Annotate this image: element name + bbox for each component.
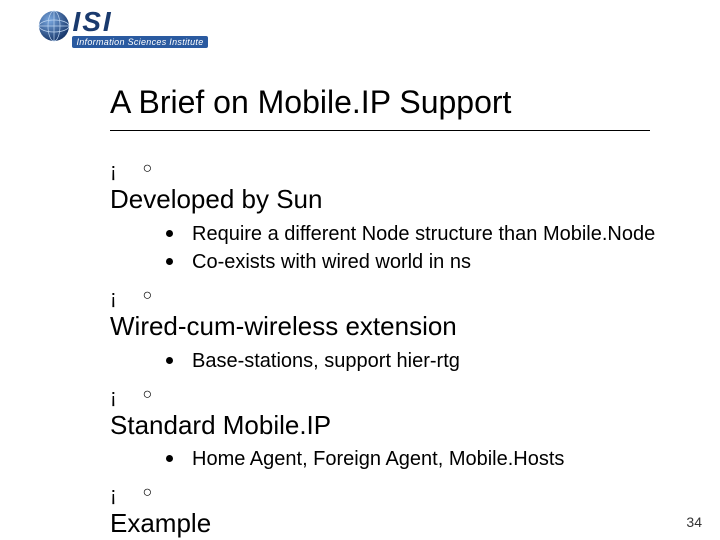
bullet-item-1: ○ Wired-cum-wireless extension Base-stat… [110, 287, 670, 374]
sub-bullet-list: Require a different Node structure than … [166, 221, 670, 275]
open-circle-icon: ○ [142, 386, 168, 404]
slide-title: A Brief on Mobile.IP Support [110, 84, 511, 121]
sub-bullet-text: Require a different Node structure than … [192, 223, 655, 245]
bullet-list: ○ Developed by Sun Require a different N… [110, 160, 670, 540]
sub-bullet-text: Base-stations, support hier-rtg [192, 350, 460, 372]
sub-bullet-list: Base-stations, support hier-rtg [166, 348, 670, 374]
logo-text-block: ISI Information Sciences Institute [72, 8, 207, 48]
sub-bullet-item: Home Agent, Foreign Agent, Mobile.Hosts [166, 446, 670, 472]
bullet-label: Developed by Sun [110, 183, 610, 217]
bullet-label: Wired-cum-wireless extension [110, 310, 610, 344]
sub-bullet-text: Co-exists with wired world in ns [192, 251, 471, 273]
title-underline [110, 130, 650, 131]
open-circle-icon: ○ [142, 160, 168, 178]
bullet-label: Standard Mobile.IP [110, 409, 610, 443]
bullet-item-2: ○ Standard Mobile.IP Home Agent, Foreign… [110, 386, 670, 473]
bullet-item-0: ○ Developed by Sun Require a different N… [110, 160, 670, 275]
slide-content: ○ Developed by Sun Require a different N… [110, 160, 670, 540]
sub-bullet-list: Home Agent, Foreign Agent, Mobile.Hosts [166, 446, 670, 472]
sub-bullet-item: Base-stations, support hier-rtg [166, 348, 670, 374]
globe-icon [36, 8, 72, 49]
open-circle-icon: ○ [142, 287, 168, 305]
bullet-item-3: ○ Example Under tcl/test/test-suite-wire… [110, 484, 670, 540]
logo-isi-text: ISI [72, 8, 207, 36]
bullet-label: Example [110, 507, 610, 540]
sub-bullet-item: Require a different Node structure than … [166, 221, 670, 247]
sub-bullet-text: Home Agent, Foreign Agent, Mobile.Hosts [192, 448, 564, 470]
open-circle-icon: ○ [142, 484, 168, 502]
sub-bullet-item: Co-exists with wired world in ns [166, 249, 670, 275]
logo-subtitle: Information Sciences Institute [72, 36, 207, 48]
page-number: 34 [686, 514, 702, 530]
isi-logo: ISI Information Sciences Institute [36, 8, 208, 49]
